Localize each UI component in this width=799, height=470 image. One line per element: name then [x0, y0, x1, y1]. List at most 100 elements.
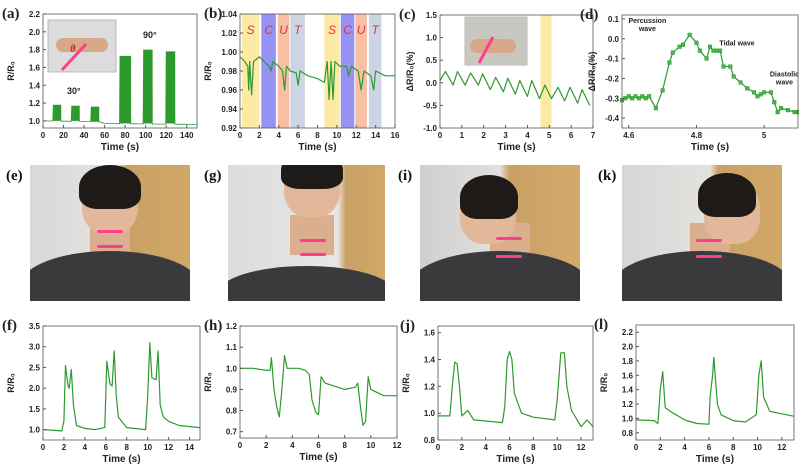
x-tick-label: 10 [143, 443, 152, 452]
y-tick-label: 2.2 [622, 328, 634, 337]
data-point [714, 48, 719, 53]
axes-frame [437, 325, 594, 441]
data-point [647, 94, 652, 99]
x-tick-label: 14 [185, 443, 194, 452]
x-tick-label: 0 [41, 443, 46, 452]
data-point [630, 96, 635, 101]
x-tick-label: 5 [547, 131, 552, 140]
x-tick-label: 140 [180, 131, 194, 140]
x-tick-label: 6 [316, 441, 321, 450]
annotation: Diastolic [770, 71, 799, 78]
axes-frame [42, 325, 201, 441]
x-tick-label: 10 [366, 441, 375, 450]
x-tick-label: 8 [731, 443, 736, 452]
y-tick-label: 1.00 [221, 48, 237, 57]
y-tick-label: -0.1 [605, 55, 619, 64]
data-series-line [240, 355, 397, 426]
x-tick-label: 6 [507, 443, 512, 452]
data-series-line [239, 56, 395, 101]
x-tick-label: 4.8 [691, 131, 703, 140]
data-point [772, 100, 777, 105]
axes-frame [439, 14, 594, 129]
data-point [775, 110, 780, 115]
y-axis-label: ΔR/R₀(%) [405, 51, 415, 91]
panel-label: (d) [580, 7, 598, 23]
chart-c: 0 1 2 3 4 5 6 7 -1.0 -0.5 0.0 0.5 1.0 1.5 Time (s) ΔR/R… [399, 7, 596, 153]
chart-a: θ 30° 90° 0 20 40 60 80 100 120 140 1.0 1.2 1.4 1.6 1.8… [2, 6, 198, 153]
shaded-band [261, 14, 276, 128]
y-tick-label: 1.0 [426, 34, 438, 43]
x-tick-label: 4 [483, 443, 488, 452]
data-point [711, 48, 716, 53]
y-tick-label: 2.0 [29, 384, 41, 393]
x-tick-label: 0 [238, 441, 243, 450]
x-tick-label: 40 [80, 131, 89, 140]
y-tick-label: 3.5 [29, 322, 41, 331]
y-tick-label: 0.98 [221, 67, 237, 76]
sensor-strip [696, 239, 722, 242]
data-point [779, 106, 784, 111]
data-point [667, 60, 672, 65]
x-tick-label: 0 [634, 443, 639, 452]
inset-angle-label: θ [70, 44, 76, 55]
annotation: 30° [67, 86, 81, 96]
data-point [704, 56, 709, 61]
x-axis-label: Time (s) [691, 142, 729, 153]
data-point [677, 44, 682, 49]
x-tick-label: 4 [277, 131, 282, 140]
data-point [697, 48, 702, 53]
y-tick-label: 1.4 [424, 356, 436, 365]
data-series-line [43, 49, 197, 125]
data-point [694, 40, 699, 45]
shaded-band [355, 14, 367, 128]
y-tick-label: 1.1 [226, 343, 238, 352]
x-axis-label: Time (s) [696, 454, 734, 465]
data-point [792, 110, 797, 115]
inset-sensor [60, 42, 88, 72]
band-label: C [343, 23, 352, 37]
sensor-strip [300, 253, 326, 256]
y-tick-label: 0.94 [221, 105, 237, 114]
annotation: wave [775, 79, 793, 86]
x-tick-label: 6 [296, 131, 301, 140]
shaded-band [290, 14, 305, 128]
x-tick-label: 120 [160, 131, 174, 140]
x-tick-label: 8 [125, 443, 130, 452]
axes-frame [42, 13, 198, 129]
x-tick-label: 6 [569, 131, 574, 140]
x-tick-label: 8 [531, 443, 536, 452]
x-tick-label: 4 [290, 441, 295, 450]
y-tick-label: 0.8 [226, 407, 238, 416]
sensor-strip [97, 245, 123, 248]
x-tick-label: 0 [438, 131, 443, 140]
y-axis-label: R/R₀ [6, 61, 16, 81]
y-tick-label: 1.6 [622, 371, 634, 380]
y-tick-label: 2.2 [29, 10, 41, 19]
y-tick-label: 1.04 [221, 10, 237, 19]
x-tick-label: 0 [238, 131, 243, 140]
x-tick-label: 14 [371, 131, 380, 140]
y-tick-label: -1.0 [423, 124, 437, 133]
data-point [633, 94, 638, 99]
x-tick-label: 10 [753, 443, 762, 452]
x-tick-label: 12 [577, 443, 586, 452]
y-tick-label: 0.1 [608, 15, 620, 24]
panel-label: (j) [400, 318, 415, 334]
photo-neck-turn-right [622, 165, 782, 301]
y-tick-label: -0.4 [605, 114, 619, 123]
y-axis-label: R/R₀ [401, 373, 411, 393]
annotation: wave [638, 26, 656, 33]
panel-label: (b) [204, 6, 222, 22]
x-tick-label: 2 [264, 441, 269, 450]
panel-label-e: (e) [6, 168, 23, 184]
x-axis-label: Time (s) [299, 452, 337, 463]
y-axis-label: ΔR/R₀(%) [587, 51, 597, 91]
y-tick-label: 2.0 [29, 28, 41, 37]
x-tick-label: 12 [164, 443, 173, 452]
panel-label: (h) [204, 318, 222, 334]
x-tick-label: 10 [553, 443, 562, 452]
x-tick-label: 60 [100, 131, 109, 140]
sensor-strip [300, 239, 326, 242]
y-tick-label: 1.8 [29, 46, 41, 55]
axes-frame [621, 14, 799, 129]
